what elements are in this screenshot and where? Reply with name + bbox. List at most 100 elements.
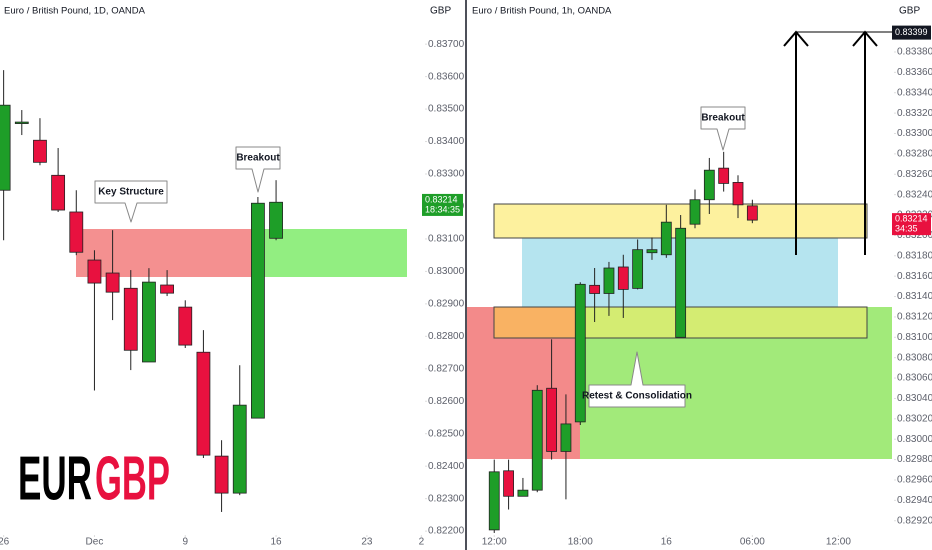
- y-tick-label: 0.83600: [428, 71, 465, 82]
- candle-body: [732, 182, 744, 206]
- candle-body: [69, 211, 84, 253]
- callout: [588, 351, 686, 408]
- y-tick-label: 0.83160: [897, 271, 932, 282]
- callout: [700, 106, 746, 151]
- y-tick-label: 0.82980: [897, 454, 932, 465]
- candle-body: [51, 174, 66, 211]
- callout-text: Retest & Consolidation: [582, 391, 692, 402]
- supply-zone: [76, 229, 258, 277]
- callout: [94, 180, 168, 223]
- y-tick-label: 0.82200: [428, 526, 465, 537]
- x-tick-label: 2: [419, 537, 425, 548]
- y-tick-label: 0.82500: [428, 428, 465, 439]
- price-tag-label: 0.83214: [425, 194, 458, 204]
- y-tick-label: 0.83100: [428, 234, 465, 245]
- callout-text: Breakout: [236, 153, 280, 164]
- y-tick-label: 0.82800: [428, 331, 465, 342]
- x-tick-label: 26: [0, 537, 10, 548]
- candle-body: [105, 272, 120, 293]
- candle-body: [574, 283, 586, 423]
- candle-body: [33, 139, 47, 163]
- candle-body: [718, 167, 730, 184]
- x-tick-label: 12:00: [826, 537, 851, 548]
- price-tag-countdown: 18:34:35: [425, 204, 460, 214]
- candle-body: [232, 404, 247, 494]
- x-tick-label: 16: [661, 537, 673, 548]
- y-tick-label: 0.83020: [897, 413, 932, 424]
- retest-band-right: [580, 307, 867, 338]
- candle-body: [560, 423, 572, 452]
- y-tick-label: 0.83200: [897, 230, 932, 241]
- x-tick-label: 06:00: [740, 537, 765, 548]
- y-tick-label: 0.82600: [428, 396, 465, 407]
- candle-body: [689, 199, 701, 225]
- candle-body: [546, 387, 557, 452]
- y-tick-label: 0.83080: [897, 352, 932, 363]
- y-tick-label: 0.82940: [897, 495, 932, 506]
- y-tick-label: 0.83100: [897, 332, 932, 343]
- currency-label: GBP: [430, 6, 451, 17]
- candle-body: [589, 284, 601, 294]
- price-tag: [892, 213, 931, 236]
- x-tick-label: 12:00: [482, 537, 507, 548]
- target-arrows: [783, 30, 892, 255]
- y-tick-label: 0.83400: [428, 136, 465, 147]
- y-tick-label: 0.83320: [897, 108, 932, 119]
- callout-text: Breakout: [701, 113, 745, 124]
- y-tick-label: 0.83700: [428, 39, 465, 50]
- price-tag-label: 0.83214: [895, 214, 928, 224]
- candle-body: [531, 389, 543, 491]
- y-tick-label: 0.82700: [428, 363, 465, 374]
- candle-body: [142, 281, 156, 363]
- target-tag-label: 0.83399: [895, 27, 928, 37]
- chart-title: Euro / British Pound, 1D, OANDA: [4, 6, 146, 17]
- y-tick-label: 0.82960: [897, 475, 932, 486]
- candle-body: [269, 201, 283, 239]
- y-tick-label: 0.82920: [897, 515, 932, 526]
- candle-body: [123, 287, 138, 351]
- candle-body: [488, 471, 500, 531]
- y-tick-label: 0.83140: [897, 291, 932, 302]
- y-tick-label: 0.83500: [428, 104, 465, 115]
- candle-body: [178, 306, 193, 346]
- y-tick-label: 0.83340: [897, 87, 932, 98]
- callout-text: Key Structure: [98, 187, 164, 198]
- y-tick-label: 0.83360: [897, 67, 932, 78]
- y-tick-label: 0.82900: [428, 298, 465, 309]
- x-tick-label: 18:00: [568, 537, 593, 548]
- callout: [235, 146, 281, 193]
- candle-body: [632, 249, 644, 289]
- candle-body: [517, 489, 529, 497]
- candle-body: [160, 284, 174, 294]
- candle-body: [251, 202, 265, 419]
- candle-body: [14, 121, 29, 124]
- y-tick-label: 0.83000: [428, 266, 465, 277]
- y-tick-label: 0.83300: [428, 169, 465, 180]
- chart-title: Euro / British Pound, 1h, OANDA: [472, 6, 612, 17]
- y-tick-label: 0.83240: [897, 189, 932, 200]
- y-tick-label: 0.83120: [897, 312, 932, 323]
- x-tick-label: Dec: [86, 537, 104, 548]
- y-tick-label: 0.83260: [897, 169, 932, 180]
- candle-body: [87, 259, 102, 284]
- y-tick-label: 0.83300: [897, 128, 932, 139]
- candle-body: [746, 205, 758, 221]
- y-tick-label: 0.83280: [897, 149, 932, 160]
- y-tick-label: 0.83040: [897, 393, 932, 404]
- y-tick-label: 0.82300: [428, 493, 465, 504]
- candle-body: [617, 266, 629, 290]
- logo-quote: GBP: [95, 444, 170, 513]
- target-tag: [892, 25, 931, 40]
- price-tag-countdown: 34:35: [895, 224, 918, 234]
- candle-body: [675, 227, 687, 338]
- price-tag: [422, 193, 463, 216]
- candle-body: [0, 104, 11, 191]
- x-tick-label: 9: [182, 537, 188, 548]
- candle-body: [503, 470, 514, 497]
- y-tick-label: 0.83060: [897, 373, 932, 384]
- logo-base: EUR: [18, 444, 92, 513]
- y-tick-label: 0.83000: [897, 434, 932, 445]
- candle-body: [603, 267, 615, 294]
- candle-body: [660, 221, 672, 256]
